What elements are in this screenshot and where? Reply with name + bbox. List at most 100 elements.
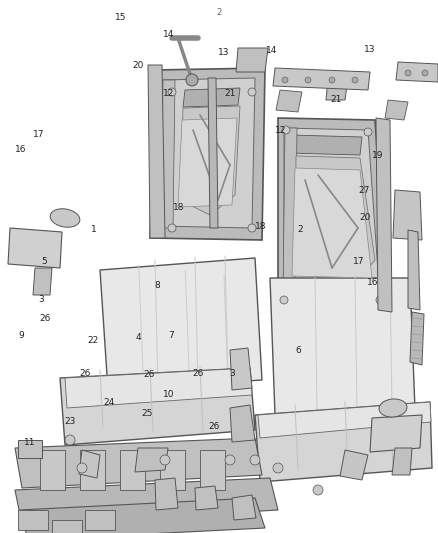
Polygon shape [160, 450, 185, 490]
Polygon shape [65, 368, 252, 408]
Polygon shape [161, 80, 175, 228]
Text: 2: 2 [216, 8, 222, 17]
Circle shape [405, 70, 411, 76]
Circle shape [160, 455, 170, 465]
Polygon shape [230, 348, 252, 390]
Text: 26: 26 [208, 422, 219, 431]
Polygon shape [255, 402, 432, 482]
Text: 14: 14 [266, 46, 277, 55]
Text: 20: 20 [359, 213, 371, 222]
Polygon shape [195, 486, 218, 510]
Polygon shape [60, 368, 255, 445]
Polygon shape [200, 450, 225, 490]
Text: 26: 26 [192, 369, 204, 377]
Text: 23: 23 [64, 417, 76, 425]
Text: 3: 3 [39, 295, 45, 304]
Polygon shape [100, 258, 262, 390]
Text: 13: 13 [218, 48, 229, 56]
Polygon shape [232, 495, 256, 520]
Polygon shape [393, 190, 422, 240]
Polygon shape [135, 448, 168, 472]
Circle shape [313, 485, 323, 495]
Polygon shape [52, 520, 82, 533]
Text: 17: 17 [353, 257, 364, 265]
Polygon shape [155, 478, 178, 510]
Polygon shape [340, 450, 368, 480]
Circle shape [329, 77, 335, 83]
Polygon shape [370, 415, 422, 452]
Polygon shape [18, 510, 48, 530]
Text: 5: 5 [41, 257, 47, 265]
Text: 24: 24 [103, 398, 114, 407]
Text: 15: 15 [115, 13, 126, 21]
Text: 21: 21 [225, 90, 236, 98]
Polygon shape [85, 510, 115, 530]
Text: 16: 16 [367, 278, 378, 287]
Circle shape [248, 224, 256, 232]
Polygon shape [295, 156, 375, 290]
Polygon shape [385, 100, 408, 120]
Polygon shape [284, 128, 380, 300]
Polygon shape [148, 65, 165, 238]
Ellipse shape [379, 399, 407, 417]
Text: 12: 12 [163, 89, 174, 98]
Polygon shape [258, 402, 431, 438]
Circle shape [273, 463, 283, 473]
Text: 14: 14 [163, 30, 174, 39]
Polygon shape [40, 450, 65, 490]
Circle shape [77, 463, 87, 473]
Circle shape [352, 77, 358, 83]
Text: 11: 11 [24, 438, 35, 447]
Text: 8: 8 [155, 281, 161, 289]
Circle shape [422, 70, 428, 76]
Circle shape [168, 224, 176, 232]
Polygon shape [292, 168, 372, 278]
Polygon shape [288, 135, 362, 155]
Text: 17: 17 [33, 130, 44, 139]
Polygon shape [150, 68, 265, 240]
Text: 12: 12 [275, 126, 286, 135]
Text: 26: 26 [80, 369, 91, 377]
Polygon shape [236, 48, 268, 72]
Circle shape [65, 435, 75, 445]
Text: 26: 26 [143, 370, 155, 379]
Polygon shape [80, 450, 105, 490]
Polygon shape [20, 498, 265, 533]
Text: 1: 1 [91, 225, 97, 233]
Text: 2: 2 [297, 225, 303, 233]
Polygon shape [33, 268, 52, 295]
Polygon shape [392, 448, 412, 475]
Polygon shape [408, 230, 420, 310]
Polygon shape [178, 118, 237, 207]
Polygon shape [270, 278, 415, 415]
Polygon shape [8, 228, 62, 268]
Polygon shape [276, 90, 302, 112]
Circle shape [364, 128, 372, 136]
Text: 27: 27 [359, 187, 370, 195]
Polygon shape [15, 438, 262, 488]
Text: 10: 10 [163, 390, 174, 399]
Text: 18: 18 [173, 204, 184, 212]
Text: 21: 21 [331, 95, 342, 103]
Circle shape [305, 77, 311, 83]
Text: 25: 25 [141, 409, 152, 417]
Circle shape [225, 455, 235, 465]
Text: 7: 7 [168, 332, 174, 340]
Text: 13: 13 [364, 45, 376, 54]
Polygon shape [208, 78, 218, 228]
Text: 18: 18 [255, 222, 267, 231]
Text: 26: 26 [39, 314, 50, 323]
Circle shape [248, 88, 256, 96]
Polygon shape [120, 450, 145, 490]
Polygon shape [180, 106, 240, 215]
Polygon shape [79, 450, 100, 478]
Polygon shape [278, 118, 388, 312]
Polygon shape [396, 62, 438, 82]
Circle shape [376, 296, 384, 304]
Circle shape [168, 88, 176, 96]
Polygon shape [326, 78, 348, 100]
Polygon shape [15, 478, 278, 525]
Circle shape [280, 296, 288, 304]
Circle shape [250, 455, 260, 465]
Text: 22: 22 [88, 336, 99, 344]
